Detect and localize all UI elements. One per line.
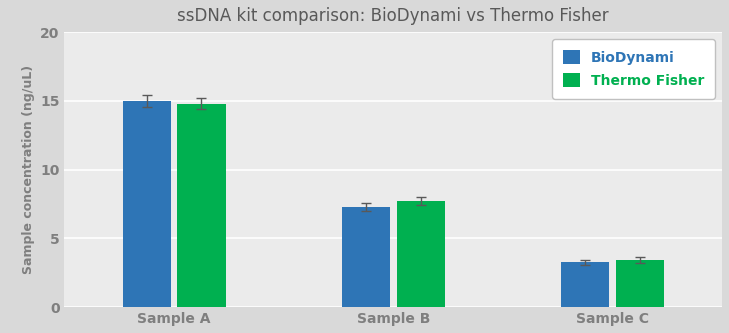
Bar — [397, 201, 445, 307]
Bar — [177, 104, 225, 307]
Bar — [342, 207, 390, 307]
Y-axis label: Sample concentration (ng/uL): Sample concentration (ng/uL) — [22, 65, 34, 274]
Bar — [561, 262, 609, 307]
Legend: BioDynami, Thermo Fisher: BioDynami, Thermo Fisher — [552, 39, 715, 99]
Title: ssDNA kit comparison: BioDynami vs Thermo Fisher: ssDNA kit comparison: BioDynami vs Therm… — [177, 7, 609, 25]
Bar — [122, 101, 171, 307]
Bar — [616, 260, 664, 307]
